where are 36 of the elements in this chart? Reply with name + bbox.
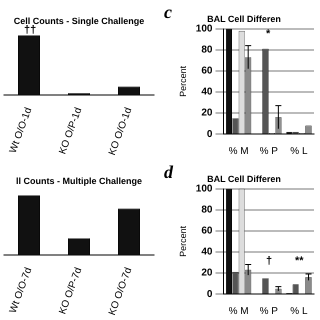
chart-title: ll Counts - Multiple Challenge bbox=[16, 176, 142, 186]
y-tick-label: 80 bbox=[201, 44, 213, 56]
annotation: ** bbox=[295, 255, 304, 267]
x-tick-label: KO O/O-1d bbox=[106, 106, 134, 157]
x-tick-label: KO O/P-7d bbox=[57, 266, 84, 316]
y-tick-label: 20 bbox=[201, 268, 213, 279]
annotation: † bbox=[266, 255, 272, 267]
x-tick-label: % P bbox=[260, 306, 278, 317]
y-tick-label: 40 bbox=[201, 86, 213, 98]
y-tick-label: 60 bbox=[201, 66, 213, 77]
x-tick-label: Wt O/O-1d bbox=[8, 106, 34, 155]
y-tick-label: 100 bbox=[196, 184, 213, 195]
annotation: †† bbox=[24, 24, 36, 36]
y-axis-title: Percent bbox=[178, 225, 188, 257]
text: d bbox=[164, 162, 173, 183]
y-tick-label: 40 bbox=[201, 246, 213, 258]
chart-title: BAL Cell Differen bbox=[207, 174, 281, 184]
x-tick-label: % P bbox=[260, 146, 278, 157]
y-tick-label: 60 bbox=[201, 226, 213, 237]
y-tick-label: 0 bbox=[206, 288, 213, 300]
x-tick-label: % L bbox=[290, 146, 308, 157]
chart-title: BAL Cell Differen bbox=[207, 14, 281, 24]
y-tick-label: 20 bbox=[201, 108, 213, 119]
x-tick-label: % M bbox=[228, 306, 249, 317]
text: c bbox=[164, 2, 172, 23]
x-tick-label: % L bbox=[290, 306, 308, 317]
x-tick-label: KO O/O-7d bbox=[106, 266, 134, 317]
annotation: * bbox=[266, 28, 270, 40]
y-tick-label: 100 bbox=[196, 24, 213, 35]
x-tick-label: Wt O/O-7d bbox=[8, 266, 34, 315]
y-axis-title: Percent bbox=[178, 65, 188, 97]
y-tick-label: 80 bbox=[201, 204, 213, 216]
y-tick-label: 0 bbox=[206, 128, 213, 140]
chart-title: Cell Counts - Single Challenge bbox=[14, 16, 144, 26]
x-tick-label: KO O/P-1d bbox=[57, 106, 84, 156]
x-tick-label: % M bbox=[228, 146, 249, 157]
